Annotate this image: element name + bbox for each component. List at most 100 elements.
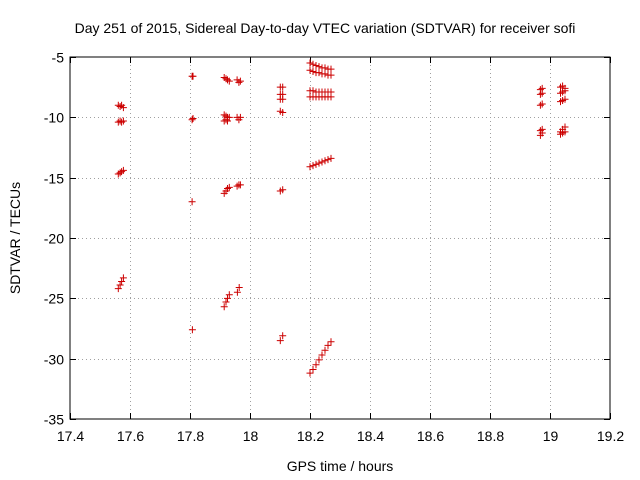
data-point xyxy=(306,66,314,74)
data-point xyxy=(309,87,317,95)
x-tick-label: 18.6 xyxy=(417,428,444,444)
data-point xyxy=(279,95,287,103)
data-point xyxy=(116,281,124,289)
series-cluster-17.96 xyxy=(233,76,244,296)
axis-ticks xyxy=(70,57,611,420)
data-point xyxy=(318,351,326,359)
data-point xyxy=(224,117,231,125)
data-point xyxy=(279,332,287,340)
data-point xyxy=(225,77,233,85)
data-point xyxy=(309,67,317,75)
data-point xyxy=(233,182,241,190)
data-point xyxy=(538,89,546,97)
y-axis-label: SDTVAR / TECUs xyxy=(7,182,23,294)
series-cluster-18.97 xyxy=(536,84,546,139)
series-cluster-19.05 xyxy=(557,82,569,138)
data-point xyxy=(224,76,231,84)
x-tick-label: 19.2 xyxy=(597,428,624,444)
y-tick-label: -30 xyxy=(44,352,64,368)
data-point xyxy=(189,72,197,80)
x-tick-label: 18 xyxy=(243,428,259,444)
data-point xyxy=(236,113,244,121)
data-point xyxy=(119,104,127,112)
chart-title: Day 251 of 2015, Sidereal Day-to-day VTE… xyxy=(75,20,576,36)
data-point xyxy=(118,118,126,126)
data-point xyxy=(538,100,546,108)
data-point xyxy=(235,283,243,291)
data-point xyxy=(309,60,317,68)
y-tick-label: -5 xyxy=(52,50,65,66)
data-point xyxy=(222,116,230,124)
data-point xyxy=(235,78,243,86)
data-point xyxy=(224,185,231,193)
data-point xyxy=(118,168,126,176)
data-point xyxy=(233,288,241,296)
data-point xyxy=(315,159,323,167)
series-cluster-17.57 xyxy=(114,101,127,293)
x-tick-label: 17.8 xyxy=(177,428,204,444)
data-point xyxy=(536,101,544,109)
data-point xyxy=(324,156,332,164)
data-point xyxy=(119,274,127,282)
data-point xyxy=(312,361,320,369)
data-point xyxy=(236,77,244,85)
data-point xyxy=(279,109,287,117)
data-points xyxy=(114,59,569,377)
data-point xyxy=(538,129,546,137)
data-point xyxy=(327,65,335,73)
data-point xyxy=(321,157,329,165)
x-tick-label: 19 xyxy=(543,428,559,444)
data-point xyxy=(324,341,332,349)
data-point xyxy=(224,294,231,302)
data-point xyxy=(315,356,323,364)
series-cluster-18.2 xyxy=(306,59,335,377)
y-tick-label: -15 xyxy=(44,171,64,187)
data-point xyxy=(315,63,323,71)
y-tick-label: -10 xyxy=(44,110,64,126)
data-point xyxy=(327,71,335,79)
data-point xyxy=(119,117,127,125)
y-tick-label: -20 xyxy=(44,231,64,247)
data-point xyxy=(309,366,317,374)
data-point xyxy=(279,83,287,91)
data-point xyxy=(321,70,329,78)
data-point xyxy=(116,102,124,110)
data-point xyxy=(306,59,314,67)
series-cluster-17.92 xyxy=(220,74,233,311)
data-point xyxy=(222,298,230,306)
data-point xyxy=(306,369,314,377)
grid-lines xyxy=(70,57,610,419)
data-point xyxy=(321,346,329,354)
data-point xyxy=(188,116,196,124)
data-point xyxy=(118,277,126,285)
data-point xyxy=(312,61,320,69)
data-point xyxy=(188,326,196,334)
data-point xyxy=(119,166,127,174)
data-point xyxy=(114,285,122,293)
data-point xyxy=(561,128,569,136)
data-point xyxy=(220,303,228,311)
x-tick-label: 18.8 xyxy=(477,428,504,444)
x-tick-labels: 17.4 17.6 17.8 18 18.2 18.4 18.6 18.8 19 19.2 xyxy=(57,428,624,444)
x-tick-label: 18.2 xyxy=(297,428,324,444)
y-tick-label: -35 xyxy=(44,412,64,428)
data-point xyxy=(225,183,233,191)
data-point xyxy=(561,95,569,103)
data-point xyxy=(225,291,233,299)
data-point xyxy=(188,198,196,206)
data-point xyxy=(189,115,197,123)
plot-frame xyxy=(69,56,611,420)
x-axis-label: GPS time / hours xyxy=(287,458,394,474)
data-point xyxy=(236,181,244,189)
data-point xyxy=(536,90,544,98)
series-cluster-18.1 xyxy=(276,83,287,345)
y-tick-labels: -35 -30 -25 -20 -15 -10 -5 xyxy=(44,50,64,428)
data-point xyxy=(318,158,326,166)
x-tick-label: 18.4 xyxy=(357,428,384,444)
data-point xyxy=(561,87,569,95)
data-point xyxy=(279,186,287,194)
data-point xyxy=(327,154,335,162)
data-point xyxy=(309,162,317,170)
data-point xyxy=(321,64,329,72)
x-tick-label: 17.4 xyxy=(57,428,84,444)
